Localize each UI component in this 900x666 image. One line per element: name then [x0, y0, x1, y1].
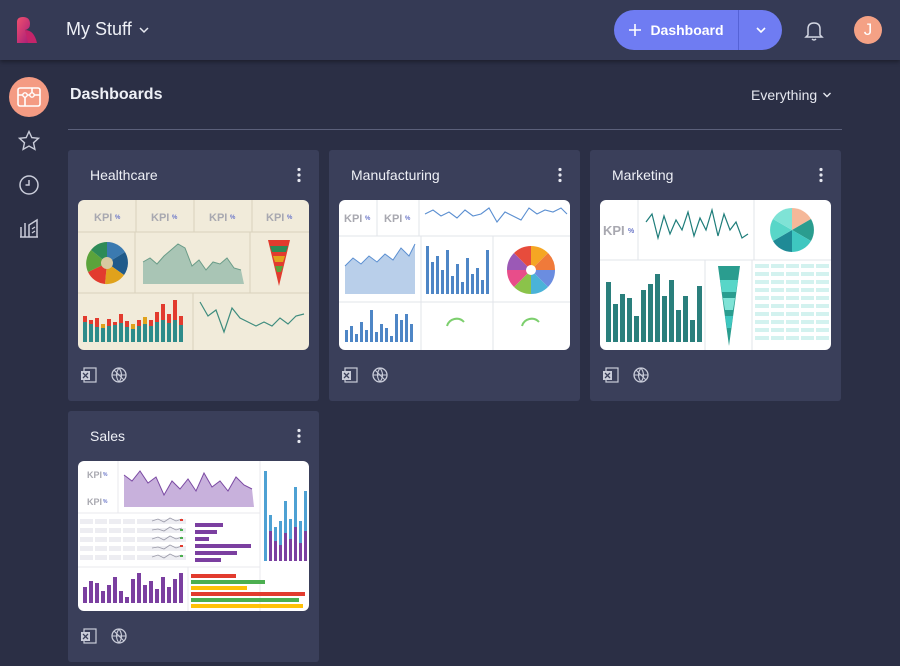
pct-label: % — [365, 216, 371, 222]
dashboard-options-dropdown[interactable] — [739, 10, 782, 50]
kpi-label: KPI — [266, 212, 284, 224]
plus-icon — [629, 24, 642, 36]
more-options-icon[interactable] — [815, 167, 827, 183]
excel-icon — [81, 367, 97, 383]
filter-dropdown[interactable]: Everything — [751, 87, 832, 103]
data-source-icons — [80, 366, 128, 384]
sidebar — [0, 60, 58, 666]
new-dashboard-button[interactable]: Dashboard — [614, 10, 738, 50]
new-dashboard-button-group: Dashboard — [614, 10, 782, 50]
kpi-label: KPI — [384, 213, 402, 225]
kpi-label: KPI — [603, 223, 625, 238]
app-logo-icon[interactable] — [14, 16, 40, 44]
dashboard-thumbnail[interactable]: KPI% — [600, 200, 831, 350]
app-title: My Stuff — [66, 19, 132, 39]
sidebar-item-library[interactable] — [9, 209, 49, 249]
app-title-dropdown[interactable]: My Stuff — [66, 19, 150, 40]
thumbnail-preview: KPI% KPI% — [78, 461, 309, 611]
pct-label: % — [628, 228, 635, 235]
web-icon — [111, 628, 127, 644]
excel-icon — [603, 367, 619, 383]
excel-icon — [81, 628, 97, 644]
dashboard-thumbnail[interactable]: KPI% KPI% — [339, 200, 570, 350]
pct-label: % — [287, 215, 293, 221]
kpi-label: KPI — [87, 470, 102, 480]
excel-icon — [342, 367, 358, 383]
sidebar-item-dashboards[interactable] — [9, 77, 49, 117]
pct-label: % — [103, 499, 108, 505]
pct-label: % — [405, 216, 411, 222]
chevron-down-icon — [823, 92, 832, 98]
web-icon — [111, 367, 127, 383]
thumbnail-preview: KPI% KPI% — [339, 200, 570, 350]
divider — [68, 129, 842, 130]
thumbnail-preview: KPI% KPI% KPI% KPI% — [78, 200, 309, 350]
kpi-label: KPI — [344, 213, 362, 225]
kpi-label: KPI — [209, 212, 227, 224]
card-title: Marketing — [612, 167, 674, 183]
library-icon — [20, 218, 38, 238]
dashboards-icon — [17, 87, 41, 107]
data-source-icons — [341, 366, 389, 384]
data-source-icons — [602, 366, 650, 384]
web-icon — [633, 367, 649, 383]
chevron-down-icon — [755, 27, 766, 34]
data-source-icons — [80, 627, 128, 645]
dashboard-card-manufacturing[interactable]: Manufacturing KPI% KPI% — [329, 150, 580, 401]
more-options-icon[interactable] — [293, 167, 305, 183]
sidebar-item-recent[interactable] — [9, 165, 49, 205]
card-title: Healthcare — [90, 167, 158, 183]
kpi-label: KPI — [94, 212, 112, 224]
dashboard-thumbnail[interactable]: KPI% KPI% KPI% KPI% — [78, 200, 309, 350]
sidebar-item-favorites[interactable] — [9, 121, 49, 161]
pct-label: % — [103, 472, 108, 478]
kpi-label: KPI — [87, 497, 102, 507]
dashboard-card-marketing[interactable]: Marketing KPI% — [590, 150, 841, 401]
dashboard-card-healthcare[interactable]: Healthcare KPI% KPI% KPI% KPI% — [68, 150, 319, 401]
filter-label: Everything — [751, 87, 818, 103]
section-title: Dashboards — [70, 86, 163, 103]
dashboard-thumbnail[interactable]: KPI% KPI% — [78, 461, 309, 611]
card-title: Sales — [90, 428, 126, 444]
web-icon — [372, 367, 388, 383]
user-avatar[interactable]: J — [854, 16, 882, 44]
top-bar: My Stuff Dashboard J — [0, 0, 900, 60]
more-options-icon[interactable] — [554, 167, 566, 183]
new-dashboard-label: Dashboard — [650, 22, 724, 38]
clock-icon — [19, 175, 39, 195]
bell-icon[interactable] — [802, 18, 826, 42]
dashboard-card-sales[interactable]: Sales KPI% KPI% — [68, 411, 319, 662]
kpi-label: KPI — [151, 212, 169, 224]
pct-label: % — [115, 215, 121, 221]
star-icon — [17, 129, 41, 151]
button-divider — [738, 10, 739, 50]
chevron-down-icon — [139, 26, 149, 33]
thumbnail-preview: KPI% — [600, 200, 831, 350]
card-title: Manufacturing — [351, 167, 440, 183]
more-options-icon[interactable] — [293, 428, 305, 444]
pct-label: % — [172, 215, 178, 221]
pct-label: % — [230, 215, 236, 221]
